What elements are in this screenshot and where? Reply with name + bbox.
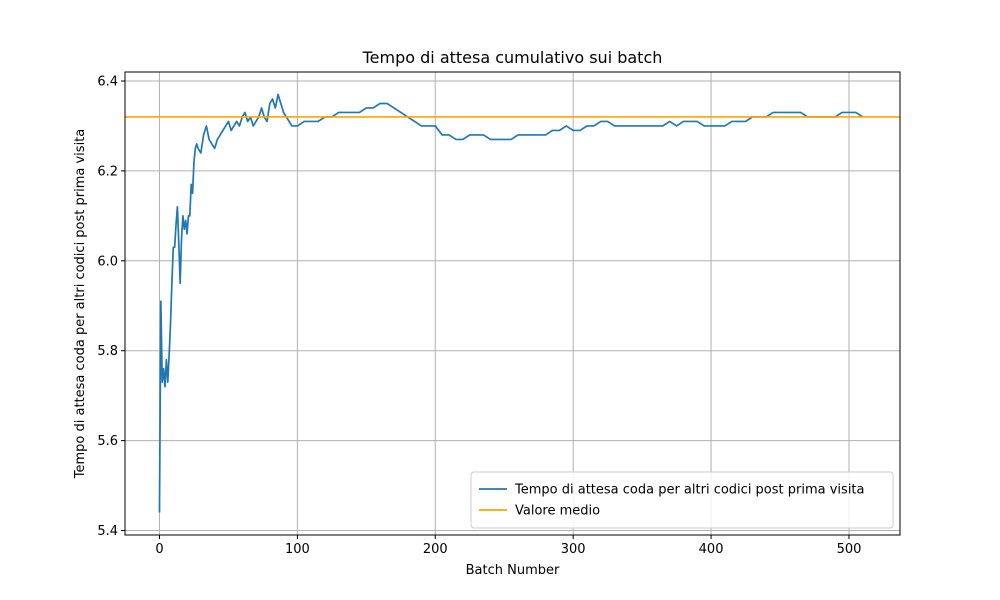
series-layer [125,93,900,513]
y-tick-label: 6.4 [97,74,118,89]
x-tick-label: 200 [423,542,448,557]
legend-entry: Tempo di attesa coda per altri codici po… [514,483,865,498]
y-tick-label: 5.6 [97,434,118,449]
x-tick-label: 100 [285,542,310,557]
chart-title: Tempo di attesa cumulativo sui batch [362,48,663,67]
y-tick-label: 6.0 [97,254,118,269]
legend: Tempo di attesa coda per altri codici po… [470,471,894,529]
x-tick-label: 400 [699,542,724,557]
grid [125,72,900,535]
ticks: 0 100 200 300 400 500 5.4 5.6 5.8 6.0 6.2 6.4 [97,74,861,557]
series-line [158,93,864,513]
legend-entry: Valore medio [515,504,600,519]
y-tick-label: 6.2 [97,164,118,179]
plot-frame [124,71,901,536]
y-axis-label: Tempo di attesa coda per altri codici po… [73,129,88,480]
y-tick-label: 5.8 [97,344,118,359]
y-tick-label: 5.4 [97,524,118,539]
x-tick-label: 300 [561,542,586,557]
legend-box [470,471,894,529]
x-tick-label: 0 [155,542,163,557]
x-axis-label: Batch Number [466,563,560,578]
x-tick-label: 500 [837,542,862,557]
